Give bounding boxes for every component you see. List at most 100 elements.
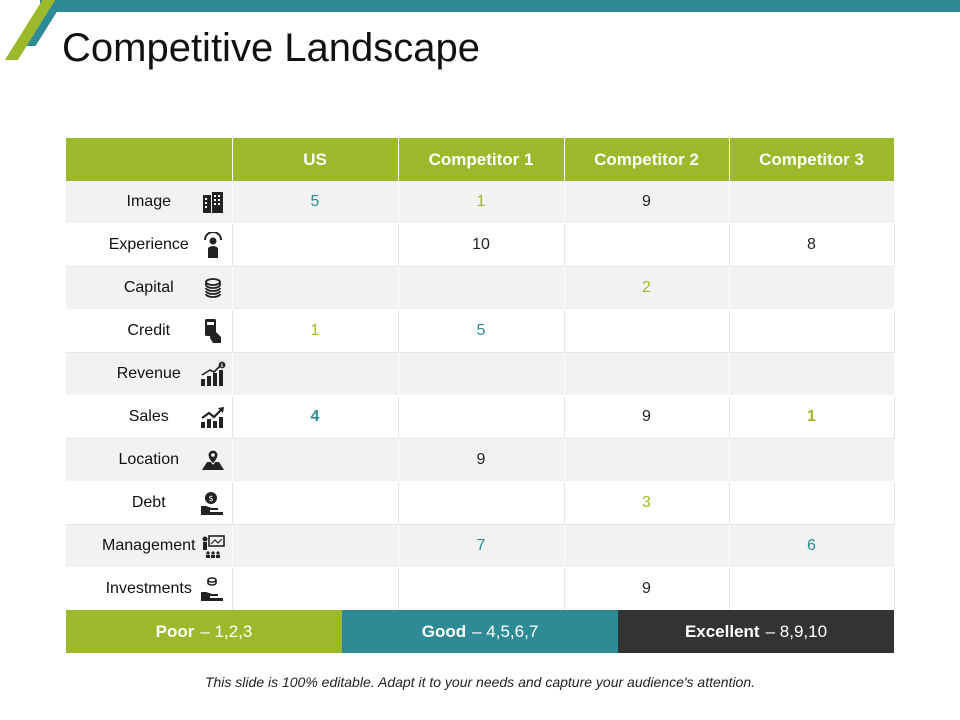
score-cell: 9 — [398, 438, 565, 482]
score-value: 1 — [310, 322, 320, 339]
credit-card-hand-icon — [200, 318, 226, 344]
score-cell: 1 — [232, 309, 399, 353]
row-label-cell: Credit — [66, 309, 233, 353]
table-row: Location 9 — [66, 438, 895, 482]
row-label-cell: Revenue $ — [66, 352, 233, 396]
table-row: Debt $3 — [66, 481, 895, 525]
comparison-table: US Competitor 1 Competitor 2 Competitor … — [66, 138, 895, 611]
score-cell — [398, 481, 565, 525]
legend-poor: Poor – 1,2,3 — [66, 610, 342, 653]
score-value: 4 — [310, 408, 320, 425]
score-cell: 1 — [398, 181, 565, 224]
row-label: Credit — [127, 322, 171, 339]
score-cell: 9 — [564, 181, 730, 224]
building-icon — [200, 189, 226, 215]
row-label: Revenue — [116, 365, 181, 382]
score-cell — [729, 352, 895, 396]
row-label: Investments — [105, 580, 192, 597]
score-value: 5 — [476, 322, 486, 339]
businessman-icon — [200, 232, 226, 258]
legend-excellent-label: Excellent — [684, 621, 760, 641]
score-cell: 10 — [398, 223, 565, 267]
score-cell — [729, 481, 895, 525]
table-row: Sales 4 9 1 — [66, 395, 895, 439]
row-label-cell: Image — [66, 181, 233, 224]
score-cell: 5 — [398, 309, 565, 353]
score-cell: 8 — [729, 223, 895, 267]
page-title: Competitive Landscape — [62, 26, 481, 70]
score-value: 9 — [642, 193, 651, 210]
score-value: 1 — [476, 193, 486, 210]
score-value: 9 — [476, 451, 486, 468]
row-label: Experience — [108, 236, 189, 253]
score-cell: 9 — [564, 567, 730, 611]
score-cell — [398, 395, 565, 439]
score-cell: 1 — [729, 395, 895, 439]
row-label-cell: Experience — [66, 223, 233, 267]
score-cell — [398, 266, 565, 310]
footer-note: This slide is 100% editable. Adapt it to… — [204, 674, 756, 690]
row-label: Sales — [128, 408, 169, 425]
score-cell: 5 — [232, 181, 399, 224]
score-cell — [729, 181, 895, 224]
money-hand-icon: $ — [200, 490, 226, 516]
coin-stack-icon — [200, 275, 226, 301]
score-value: 6 — [807, 537, 816, 554]
score-cell: 4 — [232, 395, 399, 439]
header-competitor-1: Competitor 1 — [398, 138, 565, 181]
svg-text:$: $ — [220, 363, 223, 369]
score-cell — [398, 352, 565, 396]
score-cell: 3 — [564, 481, 730, 525]
score-cell — [564, 524, 730, 568]
score-cell — [398, 567, 565, 611]
score-cell — [564, 352, 730, 396]
score-cell — [729, 567, 895, 611]
row-label: Debt — [131, 494, 166, 511]
score-cell: 2 — [564, 266, 730, 310]
score-cell — [564, 309, 730, 353]
score-value: 10 — [472, 236, 490, 253]
row-label-cell: Location — [66, 438, 233, 482]
score-cell — [232, 352, 399, 396]
score-value: 7 — [476, 537, 486, 554]
row-label: Management — [102, 537, 196, 554]
score-value: 2 — [642, 279, 651, 296]
legend-excellent-range: – 8,9,10 — [765, 621, 828, 641]
legend-poor-label: Poor — [155, 621, 195, 641]
header-corner — [66, 138, 233, 181]
score-cell — [564, 438, 730, 482]
table-row: Image 5 1 9 — [66, 181, 895, 224]
score-value: 5 — [310, 193, 320, 210]
legend-poor-range: – 1,2,3 — [200, 621, 253, 641]
row-label-cell: Investments — [66, 567, 233, 611]
row-label-cell: Sales — [66, 395, 233, 439]
svg-text:$: $ — [208, 494, 213, 503]
legend-good-range: – 4,5,6,7 — [472, 621, 539, 641]
score-cell — [564, 223, 730, 267]
legend-good: Good – 4,5,6,7 — [342, 610, 618, 653]
score-value: 9 — [642, 580, 651, 597]
score-cell — [232, 524, 399, 568]
score-value: 1 — [807, 408, 816, 425]
score-cell — [232, 438, 399, 482]
row-label: Capital — [123, 279, 174, 296]
sales-growth-icon — [200, 404, 226, 430]
header-us: US — [232, 138, 399, 181]
score-cell — [232, 266, 399, 310]
score-cell — [232, 223, 399, 267]
table-row: Experience 10 8 — [66, 223, 895, 267]
row-label-cell: Capital — [66, 266, 233, 310]
table-row: Revenue $ — [66, 352, 895, 396]
header-competitor-2: Competitor 2 — [564, 138, 730, 181]
score-cell — [729, 438, 895, 482]
score-cell — [729, 309, 895, 353]
table-row: Capital 2 — [66, 266, 895, 310]
legend-good-label: Good — [421, 621, 467, 641]
top-accent-bar — [40, 0, 960, 12]
score-cell: 6 — [729, 524, 895, 568]
score-cell — [232, 481, 399, 525]
score-value: 8 — [807, 236, 816, 253]
row-label: Location — [118, 451, 180, 468]
score-cell — [729, 266, 895, 310]
map-pin-icon — [200, 447, 226, 473]
